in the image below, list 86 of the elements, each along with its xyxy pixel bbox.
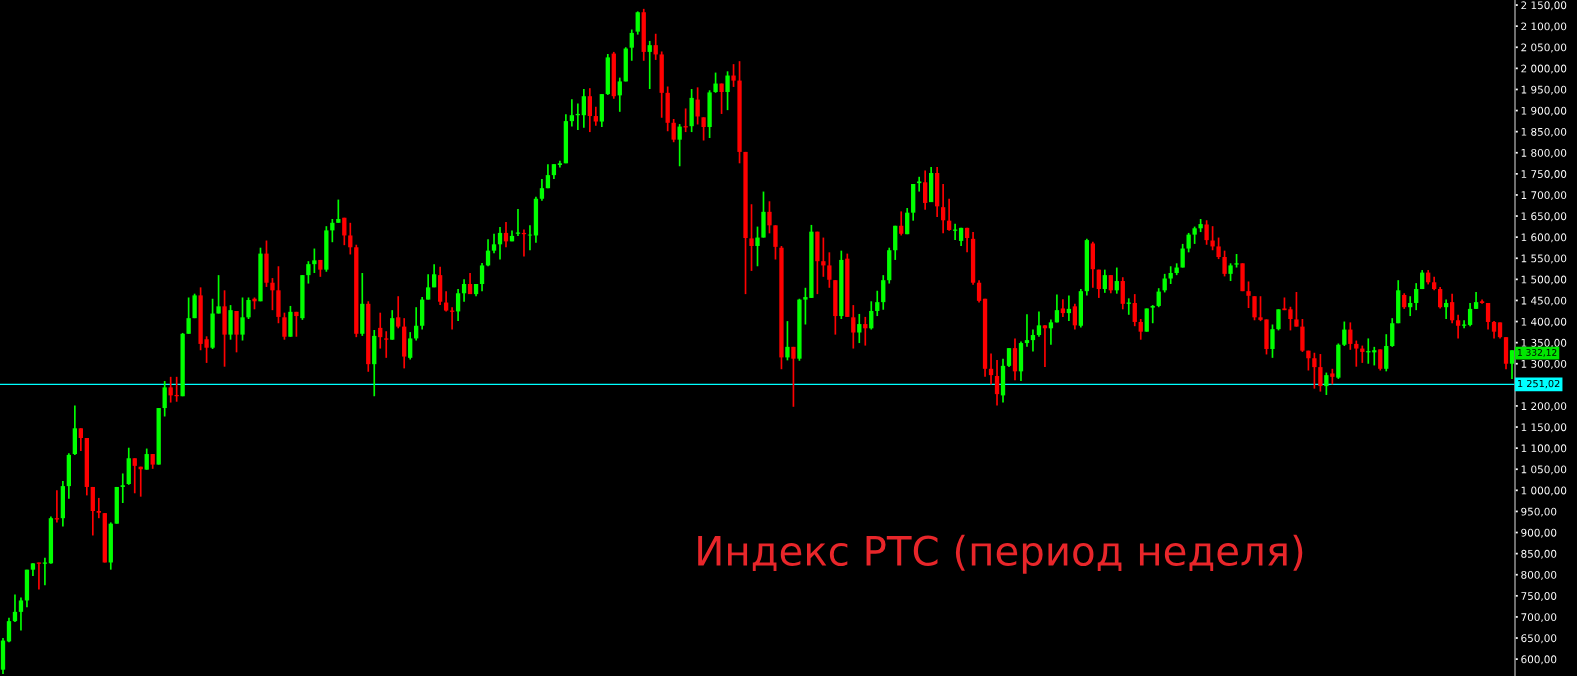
candlestick <box>827 251 832 289</box>
y-tick-label: 1 600,00 <box>1521 233 1567 243</box>
y-tick-label: 1 150,00 <box>1521 423 1567 433</box>
y-tick-label: 1 800,00 <box>1521 148 1567 158</box>
y-tick-label: 1 850,00 <box>1521 127 1567 137</box>
candlestick <box>749 203 754 272</box>
y-tick-label: 1 050,00 <box>1521 465 1567 475</box>
candlestick <box>180 332 185 398</box>
candlestick <box>1324 371 1329 396</box>
candlestick <box>743 151 748 295</box>
candlestick <box>779 245 784 371</box>
candlestick <box>1186 232 1191 254</box>
y-tick-label: 850,00 <box>1521 549 1557 559</box>
y-tick-label: 1 350,00 <box>1521 338 1567 348</box>
candlestick <box>797 297 802 362</box>
candlestick <box>767 200 772 235</box>
y-tick-label: 700,00 <box>1521 613 1557 623</box>
candlestick <box>222 289 227 368</box>
candlestick <box>1300 318 1305 353</box>
candlestick <box>815 230 820 295</box>
candlestick <box>186 296 191 335</box>
candlestick <box>761 190 766 239</box>
y-tick-label: 800,00 <box>1521 570 1557 580</box>
candlestick <box>737 60 742 165</box>
y-tick-label: 1 550,00 <box>1521 254 1567 264</box>
y-tick-label: 1 400,00 <box>1521 317 1567 327</box>
y-tick-label: 750,00 <box>1521 592 1557 601</box>
candlestick <box>1318 353 1323 393</box>
y-tick-label: 1 000,00 <box>1521 486 1567 496</box>
y-tick-label: 900,00 <box>1521 528 1557 538</box>
candlestick <box>228 304 233 341</box>
y-tick-label: 1 100,00 <box>1521 444 1567 454</box>
candlestick <box>773 224 778 261</box>
candlestick <box>234 310 239 354</box>
candlestick <box>1270 323 1275 359</box>
candlestick <box>707 89 712 139</box>
candlestick <box>288 305 293 338</box>
candlestick <box>1240 262 1245 292</box>
candlestick <box>833 279 838 336</box>
y-tick-label: 600,00 <box>1521 655 1557 665</box>
candlestick <box>1336 342 1341 380</box>
candlestick <box>1246 280 1251 309</box>
candlestick <box>677 123 682 168</box>
y-tick-label: 2 100,00 <box>1521 22 1567 32</box>
candlestick <box>324 225 329 273</box>
y-tick-label: 650,00 <box>1521 634 1557 644</box>
y-tick-label: 1 700,00 <box>1521 191 1567 201</box>
candlestick <box>1312 351 1317 390</box>
candlestick <box>791 346 796 408</box>
candlestick <box>306 260 311 285</box>
candlestick <box>264 239 269 288</box>
y-tick-label: 1 750,00 <box>1521 170 1567 180</box>
candlestick <box>1252 295 1257 322</box>
y-tick-label: 2 050,00 <box>1521 43 1567 53</box>
candlestick <box>1222 249 1227 278</box>
y-tick-label: 1 650,00 <box>1521 212 1567 222</box>
candlestick <box>300 274 305 321</box>
text: Индекс РТС (период неделя) <box>698 534 1303 574</box>
candlestick <box>240 296 245 342</box>
candlestick <box>725 70 730 111</box>
y-tick-label: 950,00 <box>1521 507 1557 517</box>
candlestick <box>216 274 221 315</box>
candlestick <box>276 265 281 325</box>
candlestick <box>1204 219 1209 246</box>
y-tick-label: 1 900,00 <box>1521 106 1567 116</box>
ref-line-label: 1 251,02 <box>1518 379 1560 389</box>
y-tick-label: 2 150,00 <box>1521 1 1567 11</box>
y-tick-label: 1 500,00 <box>1521 275 1567 285</box>
candlestick <box>258 246 263 303</box>
candlestick <box>312 247 317 274</box>
y-tick-label: 1 200,00 <box>1521 402 1567 412</box>
candlestick <box>1294 291 1299 328</box>
candlestick <box>731 63 736 88</box>
candlestick <box>282 311 287 341</box>
y-tick-label: 1 950,00 <box>1521 85 1567 95</box>
y-tick-label: 1 450,00 <box>1521 296 1567 306</box>
candlestick <box>210 297 215 350</box>
candlestick <box>246 296 251 320</box>
text: 1 332,12 <box>1517 348 1557 357</box>
candlestick <box>192 292 197 320</box>
candlestick <box>689 88 694 133</box>
candlestick <box>1276 308 1281 332</box>
y-tick-label: 1 300,00 <box>1521 359 1567 369</box>
candlestick <box>1216 236 1221 260</box>
y-tick-label: 2 000,00 <box>1521 64 1567 74</box>
candlestick <box>701 116 706 142</box>
